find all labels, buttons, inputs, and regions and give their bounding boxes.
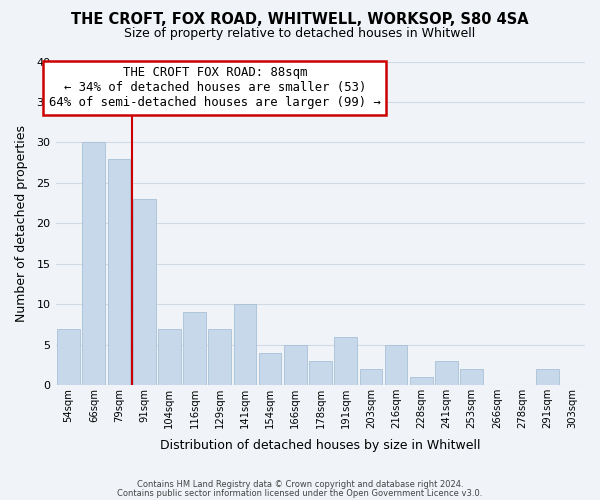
- X-axis label: Distribution of detached houses by size in Whitwell: Distribution of detached houses by size …: [160, 440, 481, 452]
- Bar: [284, 345, 307, 385]
- Text: THE CROFT, FOX ROAD, WHITWELL, WORKSOP, S80 4SA: THE CROFT, FOX ROAD, WHITWELL, WORKSOP, …: [71, 12, 529, 28]
- Bar: [460, 369, 483, 385]
- Bar: [208, 328, 231, 385]
- Bar: [107, 158, 130, 385]
- Bar: [259, 353, 281, 385]
- Bar: [158, 328, 181, 385]
- Bar: [410, 377, 433, 385]
- Text: Contains HM Land Registry data © Crown copyright and database right 2024.: Contains HM Land Registry data © Crown c…: [137, 480, 463, 489]
- Text: Size of property relative to detached houses in Whitwell: Size of property relative to detached ho…: [124, 28, 476, 40]
- Text: THE CROFT FOX ROAD: 88sqm
← 34% of detached houses are smaller (53)
64% of semi-: THE CROFT FOX ROAD: 88sqm ← 34% of detac…: [49, 66, 380, 110]
- Text: Contains public sector information licensed under the Open Government Licence v3: Contains public sector information licen…: [118, 489, 482, 498]
- Bar: [435, 361, 458, 385]
- Bar: [334, 336, 357, 385]
- Bar: [309, 361, 332, 385]
- Y-axis label: Number of detached properties: Number of detached properties: [15, 125, 28, 322]
- Bar: [385, 345, 407, 385]
- Bar: [233, 304, 256, 385]
- Bar: [183, 312, 206, 385]
- Bar: [359, 369, 382, 385]
- Bar: [536, 369, 559, 385]
- Bar: [133, 199, 155, 385]
- Bar: [82, 142, 105, 385]
- Bar: [57, 328, 80, 385]
